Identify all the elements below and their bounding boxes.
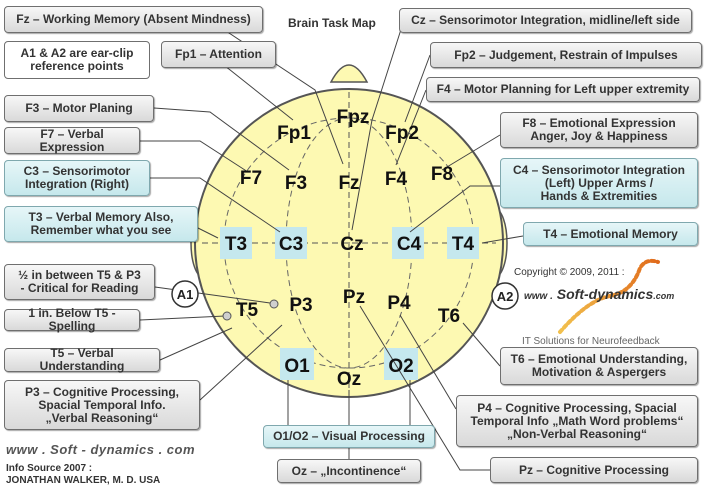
label-between-t5-p3: ½ in between T5 & P3 - Critical for Read… (4, 264, 155, 300)
o1-highlight (280, 348, 314, 380)
o2-highlight (384, 348, 418, 380)
label-cz: Cz – Sensorimotor Integration, midline/l… (399, 8, 692, 33)
electrode-p4: P4 (387, 293, 411, 314)
label-o1o2: O1/O2 – Visual Processing (263, 425, 435, 448)
website-link[interactable]: www . Soft - dynamics . com (6, 442, 196, 457)
electrode-f4: F4 (385, 169, 408, 190)
label-c3: C3 – Sensorimotor Integration (Right) (4, 160, 150, 196)
label-fp2: Fp2 – Judgement, Restrain of Impulses (430, 42, 702, 68)
label-p4: P4 – Cognitive Processing, Spacial Tempo… (456, 395, 698, 447)
electrode-f3: F3 (285, 173, 307, 194)
page-title: Brain Task Map (288, 16, 376, 30)
label-p3: P3 – Cognitive Processing, Spacial Tempo… (4, 380, 200, 430)
a2-label: A2 (497, 289, 514, 304)
electrode-t4: T4 (452, 234, 475, 255)
label-t4: T4 – Emotional Memory (523, 222, 698, 246)
electrode-p3: P3 (289, 295, 312, 316)
c3-highlight (275, 227, 307, 259)
electrode-c4: C4 (397, 234, 422, 255)
brand-suffix: .com (653, 291, 675, 301)
brand-tagline: IT Solutions for Neurofeedback (522, 336, 660, 347)
a1-label: A1 (177, 287, 194, 302)
electrode-f8: F8 (431, 164, 453, 185)
electrode-fpz: Fpz (337, 107, 370, 128)
label-c4: C4 – Sensorimotor Integration (Left) Upp… (500, 158, 698, 208)
label-f4: F4 – Motor Planning for Left upper extre… (426, 77, 700, 102)
electrode-t5: T5 (236, 300, 259, 321)
electrode-o1: O1 (284, 356, 310, 377)
label-ear-clip: A1 & A2 are ear-clip reference points (4, 41, 150, 79)
electrode-fp1: Fp1 (277, 123, 311, 144)
label-f8: F8 – Emotional Expression Anger, Joy & H… (500, 112, 698, 148)
electrode-c3: C3 (279, 234, 303, 255)
electrode-fz: Fz (338, 173, 359, 194)
electrode-t6: T6 (438, 306, 460, 327)
between-t5-p3-marker (269, 299, 279, 309)
t4-highlight (447, 227, 479, 259)
electrode-labels: Fpz Fp1 Fp2 F7 F3 Fz F4 F8 T3 C3 Cz C4 T… (225, 107, 475, 390)
a2-reference (491, 282, 519, 310)
nose (329, 64, 369, 83)
electrode-f7: F7 (240, 168, 262, 189)
brand-prefix: www . (524, 291, 553, 302)
electrode-oz: Oz (337, 369, 361, 390)
electrode-t3: T3 (225, 234, 247, 255)
info-source: Info Source 2007 : JONATHAN WALKER, M. D… (6, 463, 161, 486)
c4-highlight (392, 227, 424, 259)
brand-wave (558, 258, 660, 334)
brand-logo: www . Soft-dynamics.com (524, 286, 674, 302)
label-t5: T5 – Verbal Understanding (4, 347, 160, 373)
t3-highlight (220, 227, 252, 259)
label-fp1: Fp1 – Attention (161, 41, 276, 68)
label-fz: Fz – Working Memory (Absent Mindness) (4, 6, 263, 33)
label-t6: T6 – Emotional Understanding, Motivation… (500, 347, 698, 385)
brand-name: Soft-dynamics (556, 286, 654, 302)
copyright: Copyright © 2009, 2011 : (514, 267, 625, 278)
electrode-o2: O2 (388, 356, 413, 377)
label-f3: F3 – Motor Planing (4, 95, 154, 122)
electrode-pz: Pz (343, 287, 365, 308)
below-t5-marker (222, 311, 232, 321)
label-oz: Oz – „Incontinence“ (277, 459, 421, 483)
label-t3: T3 – Verbal Memory Also, Remember what y… (4, 206, 198, 242)
a1-reference (171, 280, 199, 308)
leader-lines (139, 19, 524, 471)
electrode-cz: Cz (340, 234, 363, 255)
label-f7: F7 – Verbal Expression (4, 127, 140, 154)
label-below-t5: 1 in. Below T5 - Spelling (4, 307, 140, 333)
label-pz: Pz – Cognitive Processing (490, 457, 698, 483)
electrode-fp2: Fp2 (385, 123, 419, 144)
